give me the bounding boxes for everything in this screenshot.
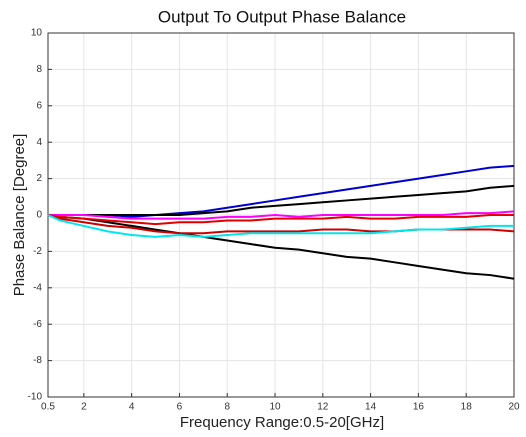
y-axis-label: Phase Balance [Degree] — [11, 134, 28, 297]
y-tick-label: -4 — [33, 282, 42, 293]
series-line — [47, 214, 514, 238]
y-tick-label: 2 — [36, 173, 42, 184]
y-tick-label: 6 — [36, 100, 42, 111]
y-tick-label: -10 — [28, 392, 43, 403]
y-tick-label: 10 — [31, 28, 43, 39]
x-tick-label: 6 — [177, 402, 183, 413]
x-axis-label: Frequency Range:0.5-20[GHz] — [180, 414, 384, 431]
series-line — [48, 184, 515, 216]
series-line — [47, 214, 514, 226]
y-tick-label: 0 — [36, 210, 42, 221]
x-tick-label: 12 — [317, 402, 329, 413]
x-tick-label: 8 — [224, 402, 230, 413]
x-tick-label: 20 — [508, 402, 520, 413]
y-tick-label: 4 — [36, 137, 42, 148]
y-tick-label: -6 — [33, 319, 42, 330]
x-tick-label: 0.5 — [41, 402, 55, 413]
y-tick-label: 8 — [36, 64, 42, 75]
chart-title: Output To Output Phase Balance — [158, 7, 406, 26]
x-tick-label: 4 — [129, 402, 135, 413]
x-tick-label: 16 — [413, 402, 425, 413]
x-tick-label: 10 — [269, 402, 281, 413]
y-tick-label: -8 — [33, 355, 42, 366]
x-tick-label: 14 — [365, 402, 377, 413]
series-line — [47, 214, 515, 280]
x-tick-label: 18 — [461, 402, 473, 413]
x-tick-label: 2 — [81, 402, 87, 413]
y-tick-label: -2 — [33, 246, 42, 257]
series-line — [48, 210, 515, 220]
